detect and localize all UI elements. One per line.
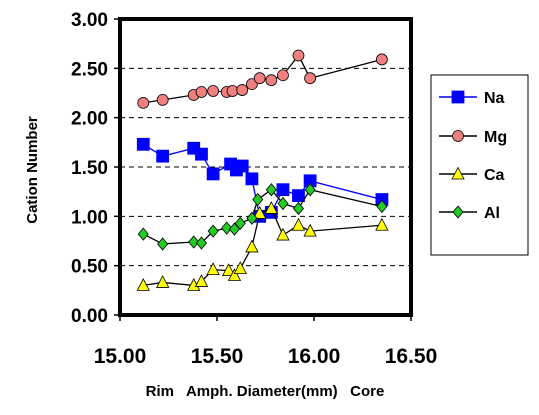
data-point xyxy=(252,192,264,207)
data-point xyxy=(265,183,277,197)
data-point xyxy=(291,217,306,231)
data-point xyxy=(246,211,258,225)
data-point xyxy=(188,235,200,249)
legend-items: Na Mg Ca Al xyxy=(439,90,507,222)
data-point xyxy=(194,274,209,287)
y-tick-label: 2.50 xyxy=(71,59,108,80)
series-al xyxy=(137,183,388,251)
data-point xyxy=(157,237,169,251)
series-na xyxy=(136,137,389,223)
data-point xyxy=(277,69,289,82)
data-point xyxy=(221,221,233,235)
x-tick-label: 15.00 xyxy=(94,345,147,368)
legend-label: Mg xyxy=(484,129,507,146)
data-point xyxy=(265,74,278,87)
y-tick-label: 2.00 xyxy=(71,109,108,130)
data-point xyxy=(136,137,150,151)
data-point xyxy=(245,239,259,253)
data-point xyxy=(264,201,278,214)
data-point xyxy=(246,78,258,91)
data-point xyxy=(235,159,249,173)
legend-marker xyxy=(451,90,465,104)
legend-item-na: Na xyxy=(439,90,505,107)
data-point xyxy=(195,86,208,98)
data-point xyxy=(253,72,266,85)
y-tick-label: 0.00 xyxy=(71,306,108,327)
data-point xyxy=(303,223,317,237)
data-point xyxy=(228,222,240,236)
data-point xyxy=(137,227,149,241)
x-tick-label: 15.50 xyxy=(191,345,244,368)
y-tick-label: 3.00 xyxy=(71,10,108,31)
data-point xyxy=(227,268,242,281)
data-point xyxy=(376,199,388,214)
legend-marker xyxy=(451,166,465,180)
data-point xyxy=(304,183,316,197)
legend-item-al: Al xyxy=(439,205,500,222)
series-layer xyxy=(136,49,389,291)
legend-marker xyxy=(452,130,464,142)
legend-box xyxy=(430,74,529,256)
series-mg xyxy=(137,49,388,109)
data-point xyxy=(195,147,208,161)
data-point xyxy=(137,96,150,109)
series-ca xyxy=(136,201,389,291)
data-point xyxy=(276,227,290,241)
data-point xyxy=(221,263,236,277)
data-point xyxy=(375,217,389,231)
data-point xyxy=(375,53,388,66)
data-point xyxy=(206,262,220,276)
legend: Na Mg Ca Al xyxy=(430,74,529,256)
data-point xyxy=(277,196,289,211)
data-point xyxy=(292,49,305,62)
data-point xyxy=(136,278,150,291)
data-point xyxy=(245,172,259,186)
x-axis-label: Rim Amph. Diameter(mm) Core xyxy=(146,383,385,400)
x-tick-label: 16.50 xyxy=(385,345,438,368)
legend-item-mg: Mg xyxy=(439,129,507,146)
data-point xyxy=(156,94,169,106)
data-point xyxy=(236,84,249,96)
legend-label: Ca xyxy=(484,167,505,184)
legend-label: Al xyxy=(484,205,500,222)
data-point xyxy=(195,236,208,250)
data-point xyxy=(206,167,220,181)
data-point xyxy=(226,85,239,97)
y-tick-label: 0.50 xyxy=(71,257,108,278)
series-line xyxy=(142,143,383,218)
legend-item-ca: Ca xyxy=(439,166,505,184)
y-axis-label: Cation Number xyxy=(24,116,41,224)
x-tick-label: 16.00 xyxy=(288,345,341,368)
data-point xyxy=(233,261,247,275)
data-point xyxy=(292,201,305,216)
data-point xyxy=(207,85,220,97)
data-point xyxy=(234,216,246,230)
data-point xyxy=(156,275,170,288)
legend-label: Na xyxy=(484,90,505,107)
data-point xyxy=(292,189,305,203)
data-point xyxy=(276,183,290,197)
y-tick-label: 1.00 xyxy=(71,207,108,228)
data-point xyxy=(304,72,317,85)
legend-marker xyxy=(452,205,464,219)
y-tick-label: 1.50 xyxy=(71,158,108,179)
data-point xyxy=(207,224,219,238)
data-point xyxy=(253,206,267,219)
data-point xyxy=(156,149,170,163)
tick-layer: 0.00 0.50 1.00 1.50 2.00 2.50 3.00 15.00 15.50 16… xyxy=(71,10,437,368)
